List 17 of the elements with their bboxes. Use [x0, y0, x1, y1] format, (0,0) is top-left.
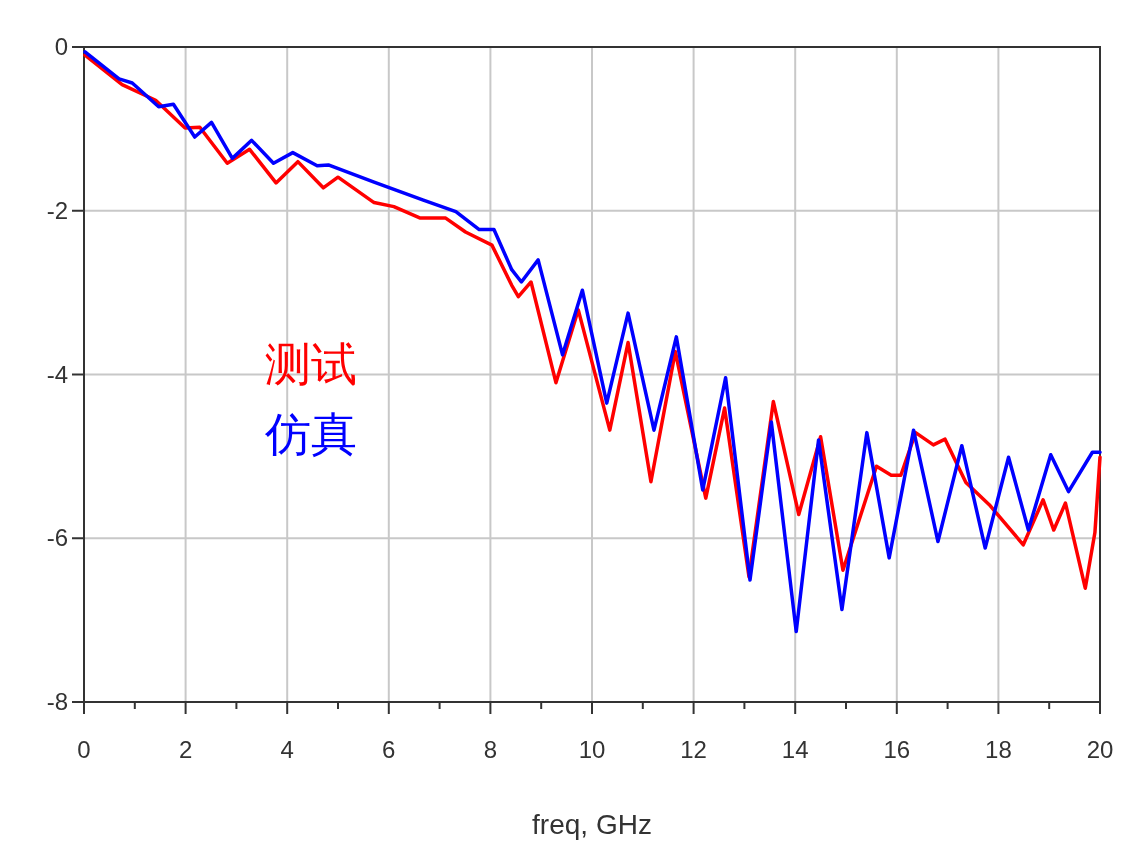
- x-tick-label: 6: [382, 736, 396, 763]
- x-axis-title: freq, GHz: [532, 809, 652, 840]
- y-tick-label: -8: [46, 688, 68, 715]
- x-tick-label: 4: [280, 736, 294, 763]
- x-tick-label: 14: [781, 736, 809, 763]
- y-tick-label: -4: [46, 360, 68, 388]
- y-tick-label: 0: [54, 33, 68, 60]
- x-tick-label: 8: [483, 736, 498, 763]
- y-tick-label: -6: [46, 524, 68, 552]
- x-tick-label: 0: [77, 736, 91, 763]
- x-tick-label: 2: [178, 736, 193, 763]
- x-tick-label: 20: [1086, 736, 1114, 763]
- y-tick-label: -2: [46, 196, 68, 224]
- x-tick-label: 18: [985, 736, 1012, 763]
- x-tick-label: 12: [680, 736, 707, 763]
- x-tick-label: 10: [578, 736, 606, 763]
- x-tick-label: 16: [883, 736, 911, 763]
